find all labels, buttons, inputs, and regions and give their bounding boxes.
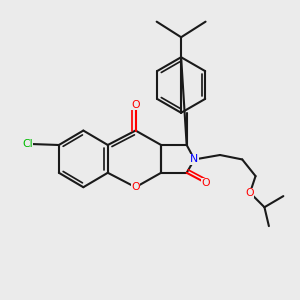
- Text: O: O: [131, 182, 140, 192]
- Text: O: O: [131, 100, 140, 110]
- Text: Cl: Cl: [22, 139, 33, 149]
- Text: O: O: [201, 178, 210, 188]
- Text: N: N: [190, 154, 199, 164]
- Text: O: O: [246, 188, 254, 198]
